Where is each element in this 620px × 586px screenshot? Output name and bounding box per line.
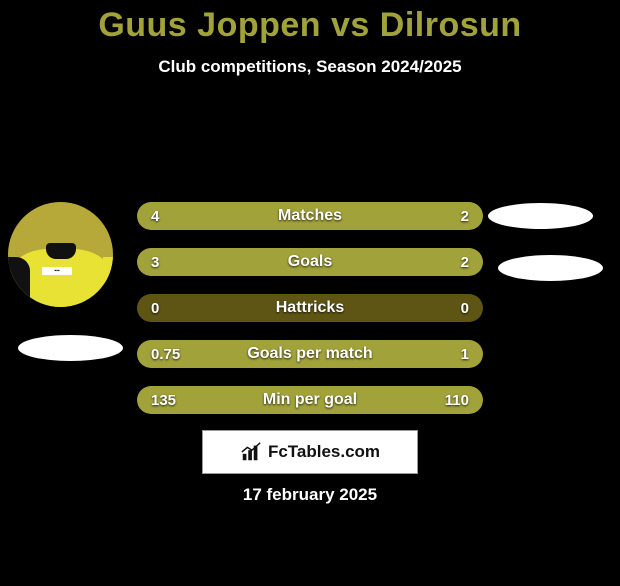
- stat-label: Goals per match: [137, 340, 483, 368]
- date-text: 17 february 2025: [0, 485, 620, 505]
- brand-text: FcTables.com: [268, 442, 380, 462]
- player-left-avatar: ▪▪▪: [8, 202, 113, 307]
- stat-label: Goals: [137, 248, 483, 276]
- player-right-shadow-1: [488, 203, 593, 229]
- stat-label: Min per goal: [137, 386, 483, 414]
- page-title: Guus Joppen vs Dilrosun: [0, 6, 620, 45]
- stat-row: 0.751Goals per match: [137, 340, 483, 368]
- stat-row: 32Goals: [137, 248, 483, 276]
- subtitle: Club competitions, Season 2024/2025: [0, 57, 620, 77]
- bar-chart-icon: [240, 441, 262, 463]
- stat-row: 42Matches: [137, 202, 483, 230]
- stat-label: Matches: [137, 202, 483, 230]
- stat-rows: 42Matches 32Goals 00Hattricks 0.751Goals pe…: [137, 202, 483, 432]
- player-left-shadow: [18, 335, 123, 361]
- brand-box: FcTables.com: [202, 430, 418, 474]
- stat-row: 135110Min per goal: [137, 386, 483, 414]
- stat-label: Hattricks: [137, 294, 483, 322]
- stat-row: 00Hattricks: [137, 294, 483, 322]
- player-right-shadow-2: [498, 255, 603, 281]
